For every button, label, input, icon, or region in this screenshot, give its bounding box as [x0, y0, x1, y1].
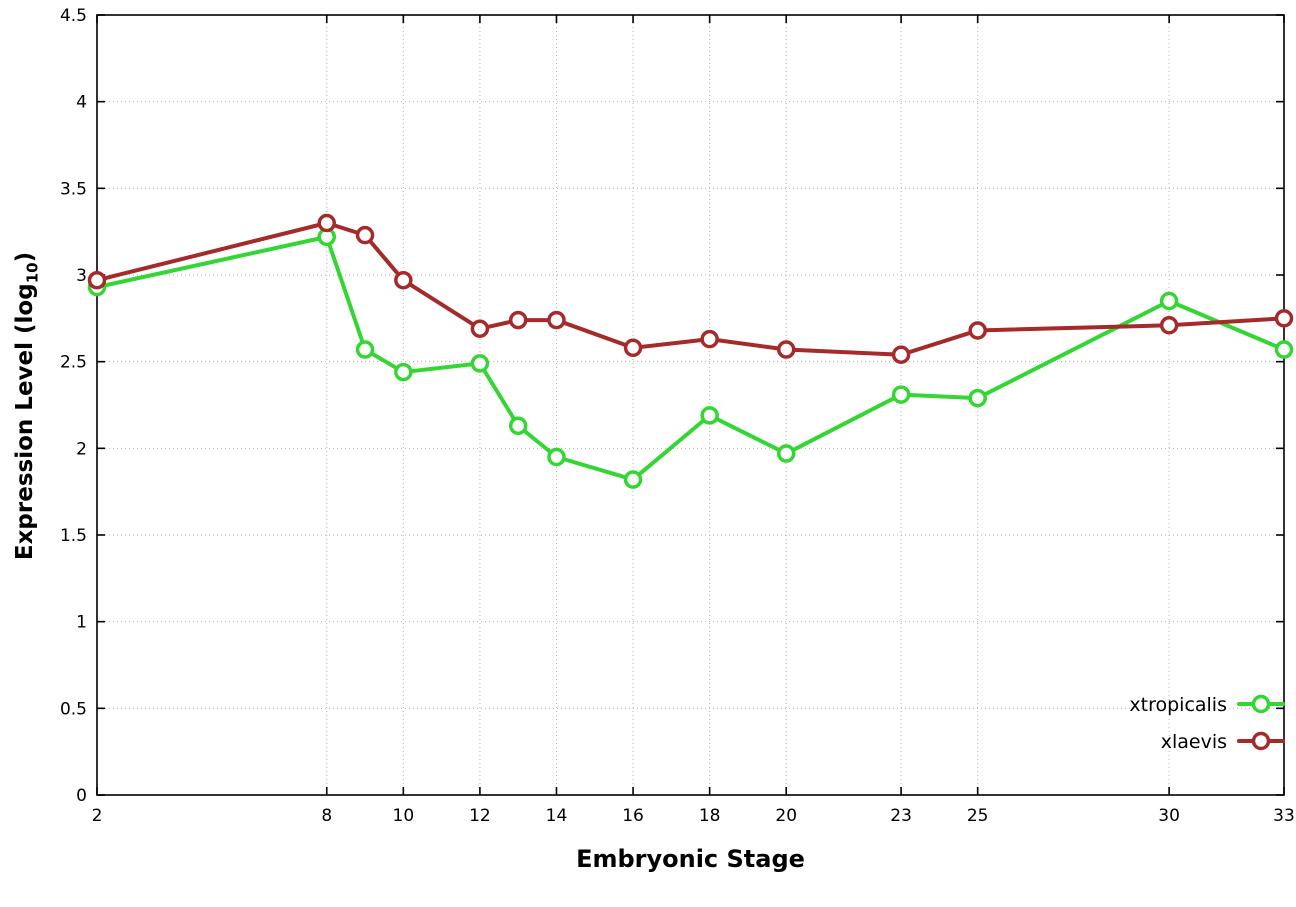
y-tick-label: 1.5: [60, 526, 87, 546]
grid-lines: [97, 15, 1284, 795]
marker-xlaevis: [623, 338, 643, 358]
marker-xtropicalis: [547, 447, 566, 467]
marker-xtropicalis: [623, 470, 643, 489]
y-tick-label: 2.5: [60, 353, 87, 373]
y-tick-label: 3: [76, 266, 87, 286]
marker-xtropicalis: [355, 340, 375, 359]
marker-xlaevis: [547, 310, 566, 330]
x-tick-label: 8: [321, 806, 332, 826]
x-tick-label: 10: [393, 806, 415, 826]
y-tick-label: 4.5: [60, 6, 87, 26]
y-tick-label: 2: [76, 439, 87, 459]
x-tick-label: 2: [92, 806, 103, 826]
axes: [96, 14, 1285, 796]
marker-xtropicalis: [508, 416, 528, 436]
x-tick-label: 30: [1158, 806, 1180, 826]
legend-label-xlaevis: xlaevis: [1161, 731, 1227, 753]
marker-xtropicalis: [394, 362, 413, 382]
y-axis-title-close: ): [12, 251, 38, 263]
marker-xtropicalis: [1159, 291, 1179, 311]
marker-xlaevis: [355, 225, 375, 245]
legend-row-xtropicalis: xtropicalis: [1129, 694, 1285, 716]
legend: xtropicalis xlaevis: [1129, 694, 1285, 753]
marker-xlaevis: [508, 310, 528, 330]
series-xlaevis: [87, 213, 1294, 364]
data-series: [87, 213, 1294, 489]
marker-xlaevis: [776, 340, 796, 359]
x-tick-label: 12: [469, 806, 491, 826]
x-tick-label: 23: [890, 806, 912, 826]
series-line-xtropicalis: [95, 234, 1286, 482]
tick-marks: [96, 14, 1285, 796]
marker-xlaevis: [470, 319, 490, 338]
legend-row-xlaevis: xlaevis: [1161, 731, 1285, 753]
marker-xtropicalis: [470, 354, 490, 373]
marker-xlaevis: [968, 321, 987, 340]
marker-xlaevis: [1274, 309, 1294, 328]
marker-xlaevis: [700, 329, 719, 349]
y-axis-title-text: Expression Level (log: [12, 283, 38, 561]
y-axis-title-subscript: 10: [23, 262, 42, 284]
tick-labels: 2 8 10 12 14 16 18 20 23 25 30 33 0 0.5 1 1.5 2 2.5 3 3.5 4 4…: [60, 6, 1295, 826]
marker-xtropicalis: [700, 406, 719, 425]
y-tick-label: 4: [76, 93, 87, 113]
x-tick-label: 18: [699, 806, 721, 826]
series-line-xlaevis: [95, 221, 1286, 357]
x-tick-label: 33: [1273, 806, 1295, 826]
marker-xlaevis: [1159, 316, 1179, 335]
marker-xlaevis: [891, 345, 911, 364]
x-axis-title: Embryonic Stage: [576, 845, 805, 873]
plot-border: [96, 14, 1285, 796]
legend-label-xtropicalis: xtropicalis: [1129, 694, 1227, 716]
marker-xtropicalis: [891, 385, 911, 404]
marker-xlaevis: [317, 213, 336, 233]
x-tick-label: 20: [775, 806, 797, 826]
legend-marker-sample: [1251, 731, 1271, 751]
x-tick-label: 25: [967, 806, 989, 826]
y-tick-label: 0: [76, 786, 87, 806]
marker-xlaevis: [87, 270, 107, 290]
y-tick-label: 1: [76, 613, 87, 633]
marker-xlaevis: [394, 270, 413, 290]
y-tick-label: 3.5: [60, 179, 87, 199]
legend-marker-sample: [1251, 694, 1271, 714]
y-tick-label: 0.5: [60, 699, 87, 719]
marker-xtropicalis: [968, 388, 987, 408]
marker-xtropicalis: [1274, 340, 1294, 359]
x-tick-label: 16: [622, 806, 644, 826]
y-axis-title: Expression Level (log10): [12, 226, 42, 586]
marker-xtropicalis: [776, 444, 796, 463]
x-tick-label: 14: [546, 806, 568, 826]
